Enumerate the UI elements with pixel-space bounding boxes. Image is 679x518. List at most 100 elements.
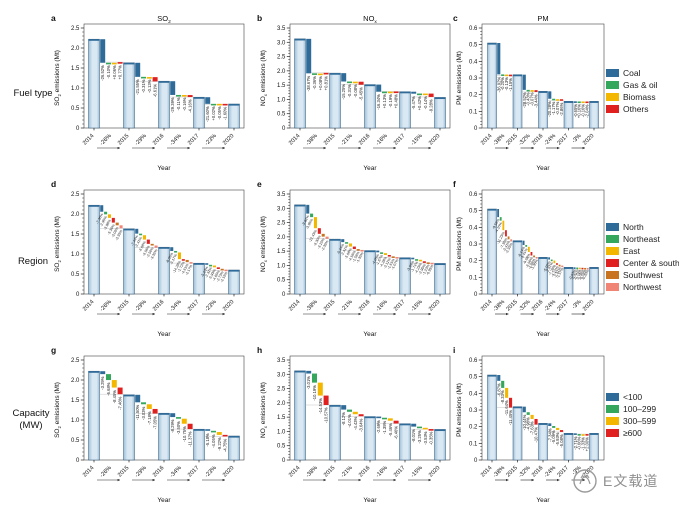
waterfall-step	[150, 243, 154, 246]
legend-item: 100–299	[606, 404, 656, 414]
y-tick-label: 0.1	[469, 109, 478, 115]
legend-item: East	[606, 246, 679, 256]
bar-cap	[434, 429, 446, 432]
y-tick-label: 2.0	[71, 378, 80, 384]
chart-panel-a: a SO2 0 0.5 1.0 1.5 2.0 2.5 SO2 emissions (Mt) -2…	[50, 12, 250, 181]
y-tick-label: 0.5	[71, 438, 80, 444]
x-tick-total-change: -29%	[134, 133, 148, 147]
x-tick-year: 2017	[393, 465, 406, 478]
x-tick-year: 2015	[117, 299, 130, 312]
step-percent-label: -2.86%	[559, 102, 564, 116]
y-tick-label: 1.0	[277, 429, 286, 435]
y-tick-label: 1.5	[71, 66, 80, 72]
x-tick-year: 2016	[531, 133, 544, 146]
waterfall-step	[501, 380, 505, 388]
step-percent-label: -0.83%	[568, 268, 577, 281]
x-tick-total-change: -38%	[492, 299, 506, 313]
total-bar	[123, 394, 135, 461]
waterfall-step	[205, 97, 211, 104]
waterfall-step	[312, 373, 317, 383]
waterfall-step	[310, 213, 314, 218]
step-percent-label: -3.64%	[359, 418, 364, 432]
waterfall-step	[323, 395, 329, 405]
waterfall-step	[383, 253, 387, 256]
x-tick-total-change: -29%	[134, 299, 148, 313]
legend-swatch-icon	[606, 283, 619, 291]
step-percent-label: -21.55%	[135, 79, 140, 95]
step-percent-label: -5.68%	[344, 247, 353, 260]
waterfall-step	[141, 76, 146, 79]
watermark-logo-icon	[573, 469, 597, 493]
step-percent-label: -11.64%	[504, 400, 509, 416]
y-tick-label: 0.4	[469, 391, 478, 397]
step-percent-label: -6.05%	[543, 260, 552, 273]
x-tick-year: 2015	[506, 299, 519, 312]
panel-letter: c	[453, 13, 458, 23]
step-percent-label: -0.36%	[312, 76, 317, 90]
step-percent-label: -3.53%	[423, 431, 428, 445]
y-tick-label: 0.2	[469, 425, 478, 431]
step-percent-label: -0.28%	[579, 268, 588, 281]
y-tick-label: 3.0	[277, 372, 286, 378]
x-tick-year: 2016	[531, 299, 544, 312]
y-tick-label: 1.5	[277, 83, 286, 89]
waterfall-step	[418, 259, 422, 262]
step-percent-label: -0.31%	[141, 79, 146, 93]
y-tick-label: 0.5	[277, 278, 286, 284]
waterfall-step	[176, 94, 181, 97]
legend-label: 100–299	[623, 404, 657, 414]
y-tick-label: 2.5	[277, 55, 286, 61]
panel-letter: g	[51, 345, 56, 355]
step-percent-label: -3.41%	[502, 240, 511, 253]
step-percent-label: -3.17%	[169, 253, 178, 266]
waterfall-step	[360, 249, 364, 252]
x-axis-label: Year	[157, 165, 171, 172]
bar-cap	[158, 247, 170, 249]
chart-panel-f: f 0 0.1 0.2 0.3 0.4 0.5 0.6 PM emissions (Mt) -9.…	[452, 178, 622, 347]
bar-cap	[158, 413, 170, 415]
waterfall-step	[205, 263, 209, 265]
bar-cap	[193, 429, 205, 431]
waterfall-step	[216, 267, 220, 269]
step-percent-label: -0.16%	[581, 104, 586, 118]
waterfall-step	[534, 90, 538, 92]
step-percent-label: -0.16%	[182, 97, 187, 111]
bar-cap	[193, 97, 205, 99]
waterfall-step	[104, 211, 108, 215]
waterfall-step	[306, 370, 312, 374]
waterfall-step	[356, 249, 360, 251]
waterfall-step	[508, 74, 513, 77]
legend-swatch-icon	[606, 429, 619, 437]
legend-label: Biomass	[623, 92, 656, 102]
waterfall-step	[387, 418, 393, 421]
step-percent-label: -7.34%	[547, 428, 552, 442]
y-tick-label: 0.3	[469, 76, 478, 82]
y-tick-label: 0.4	[469, 59, 478, 65]
step-percent-label: -10.19%	[312, 385, 317, 401]
step-percent-label: -38.67%	[306, 75, 311, 91]
bar-cap	[158, 81, 170, 83]
x-axis-label: Year	[536, 165, 550, 172]
y-tick-label: 0.4	[469, 225, 478, 231]
step-percent-label: -4.75%	[223, 438, 228, 452]
x-tick-total-change: -15%	[410, 465, 424, 479]
legend-item: Coal	[606, 68, 658, 78]
waterfall-step	[312, 73, 317, 75]
waterfall-step	[395, 257, 399, 259]
step-percent-label: -2.41%	[134, 236, 143, 249]
step-percent-label: +0.13%	[382, 94, 387, 109]
y-tick-label: 3.5	[277, 26, 286, 32]
y-tick-label: 0.6	[469, 26, 478, 32]
total-bar	[399, 257, 411, 295]
x-tick-total-change: -32%	[518, 465, 532, 479]
total-bar	[193, 262, 205, 295]
y-tick-label: 3.5	[277, 192, 286, 198]
waterfall-step	[417, 426, 422, 429]
x-tick-total-change: -26%	[99, 133, 113, 147]
y-tick-label: 1.0	[71, 252, 80, 258]
waterfall-step	[559, 430, 564, 432]
waterfall-step	[106, 374, 111, 381]
step-percent-label: -2.04%	[585, 104, 590, 118]
step-percent-label: -4.65%	[212, 269, 221, 282]
waterfall-step	[352, 246, 356, 250]
